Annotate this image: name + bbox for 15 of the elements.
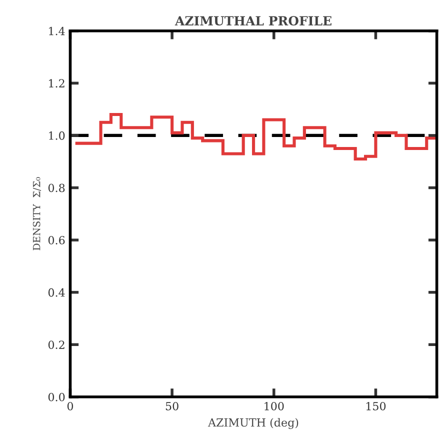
y-tick-label: 1.2: [49, 79, 64, 88]
chart-title: AZIMUTHAL PROFILE: [174, 16, 332, 26]
y-tick-label: 0.0: [48, 392, 65, 402]
x-tick-label: 100: [264, 402, 284, 410]
y-tick-label: 1.0: [49, 131, 65, 140]
y-tick-label: 1.4: [49, 26, 65, 36]
y-tick-label: 0.6: [48, 236, 65, 244]
y-tick-label: 0.8: [48, 184, 65, 192]
x-tick-label: 0: [67, 402, 74, 410]
y-tick-label: 0.4: [48, 288, 65, 297]
x-axis-title: AZIMUTH (deg): [208, 418, 298, 429]
x-tick-label: 150: [366, 402, 386, 410]
x-tick-label: 50: [166, 402, 178, 410]
y-tick-label: 0.2: [48, 340, 64, 349]
y-axis-title: DENSITY Σ/Σ₀: [32, 177, 42, 250]
